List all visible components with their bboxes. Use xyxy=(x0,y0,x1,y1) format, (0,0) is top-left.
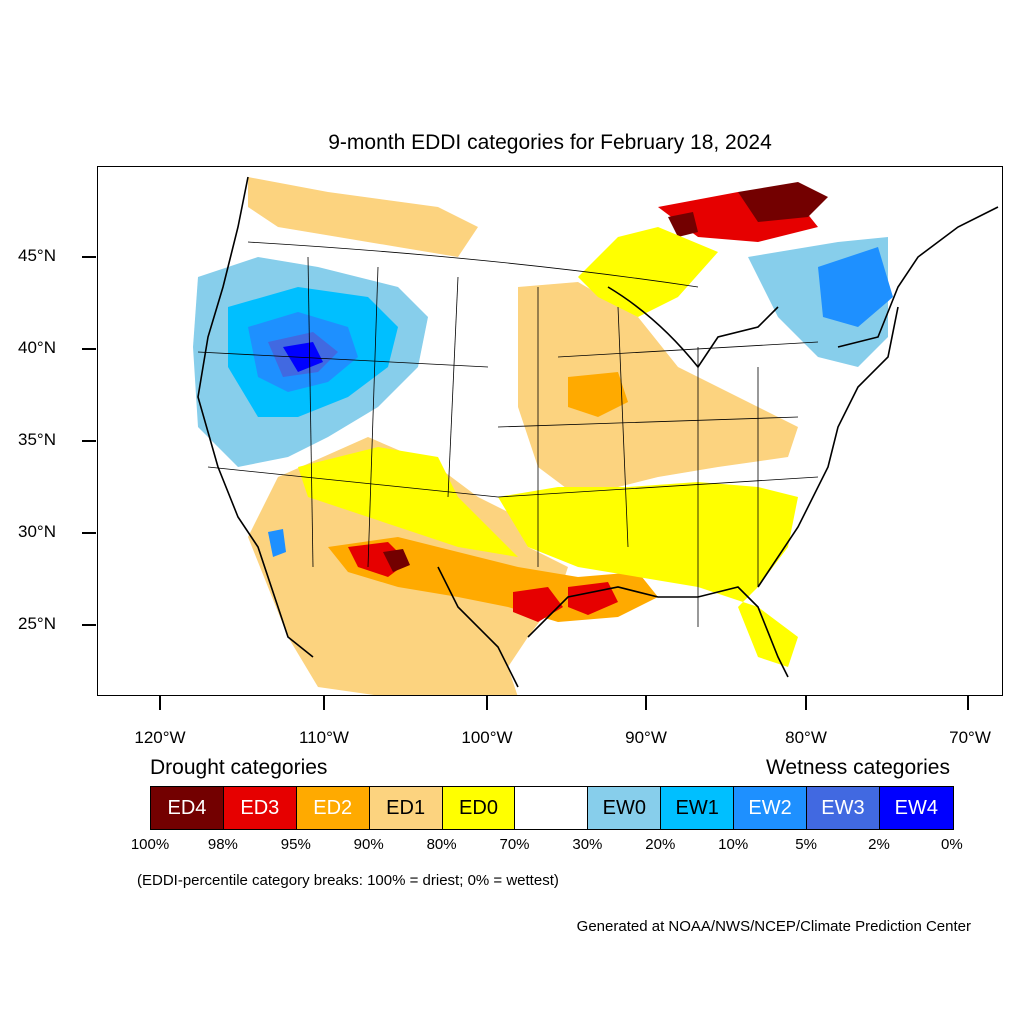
legend-category-ed2: ED2 xyxy=(296,787,370,829)
lat-tick xyxy=(82,532,96,534)
ed1-region-north xyxy=(248,177,478,257)
lon-tick xyxy=(805,696,807,710)
state-borders xyxy=(197,241,819,627)
percent-break-label: 95% xyxy=(280,836,311,853)
percent-break-label: 20% xyxy=(645,836,676,853)
percent-break-label: 30% xyxy=(572,836,603,853)
percent-break-label: 2% xyxy=(868,836,890,853)
lon-label-90: 90°W xyxy=(625,728,667,747)
percent-break-label: 0% xyxy=(941,836,963,853)
lon-tick xyxy=(323,696,325,710)
lon-label-70: 70°W xyxy=(949,728,991,747)
ed4-spot-quebec xyxy=(738,182,828,222)
ed0-region-southeast xyxy=(498,482,798,667)
legend-category-ew3: EW3 xyxy=(807,787,880,829)
percent-break-label: 100% xyxy=(130,836,170,853)
category-breaks-note: (EDDI-percentile category breaks: 100% =… xyxy=(137,872,559,889)
lon-label-100: 100°W xyxy=(461,728,513,747)
ed4-spot-ontario xyxy=(668,212,698,237)
lat-tick xyxy=(82,440,96,442)
percent-break-label: 90% xyxy=(353,836,384,853)
legend-category-ed0: ED0 xyxy=(442,787,516,829)
percent-break-label: 80% xyxy=(426,836,457,853)
ed3-spot-southtexas xyxy=(513,587,563,622)
map-frame xyxy=(97,166,1003,696)
lat-label-45: 45°N xyxy=(18,246,56,265)
lat-label-25: 25°N xyxy=(18,614,56,633)
legend-category-none xyxy=(515,787,589,829)
coastlines xyxy=(197,176,999,688)
legend-category-ew1: EW1 xyxy=(661,787,735,829)
ed2-region-iowa xyxy=(568,372,628,417)
legend-category-ew0: EW0 xyxy=(588,787,662,829)
lon-tick xyxy=(645,696,647,710)
legend-category-ew2: EW2 xyxy=(734,787,808,829)
lon-label-80: 80°W xyxy=(785,728,827,747)
lat-tick xyxy=(82,624,96,626)
wetness-categories-heading: Wetness categories xyxy=(765,756,950,779)
eddi-map xyxy=(193,176,999,695)
ed1-region-midwest xyxy=(518,282,798,497)
ed0-region-southwest xyxy=(298,447,518,557)
lon-label-120: 120°W xyxy=(134,728,186,747)
percent-break-label: 10% xyxy=(718,836,749,853)
ew4-region-west xyxy=(283,342,323,372)
lat-tick xyxy=(82,256,96,258)
lat-tick xyxy=(82,348,96,350)
legend-category-ed4: ED4 xyxy=(151,787,224,829)
ed0-region-north xyxy=(578,227,718,317)
drought-categories-heading: Drought categories xyxy=(150,756,328,779)
lat-label-35: 35°N xyxy=(18,430,56,449)
legend-category-ed3: ED3 xyxy=(223,787,297,829)
lat-label-30: 30°N xyxy=(18,522,56,541)
legend-color-bar: ED4 ED3 ED2 ED1 ED0 EW0 EW1 EW2 EW3 EW4 xyxy=(150,786,954,830)
lon-tick xyxy=(967,696,969,710)
ew2-region-northeast xyxy=(818,247,893,327)
ew2-spot-florida xyxy=(268,529,286,557)
legend-category-ew4: EW4 xyxy=(879,787,953,829)
legend-category-ed1: ED1 xyxy=(369,787,443,829)
lat-label-40: 40°N xyxy=(18,338,56,357)
drought-wetness-fill xyxy=(193,177,893,695)
map-title: 9-month EDDI categories for February 18,… xyxy=(328,131,772,154)
lon-tick xyxy=(159,696,161,710)
credit-line: Generated at NOAA/NWS/NCEP/Climate Predi… xyxy=(576,918,971,935)
lon-tick xyxy=(486,696,488,710)
lon-label-110: 110°W xyxy=(299,728,349,747)
percent-break-label: 70% xyxy=(499,836,530,853)
percent-break-label: 5% xyxy=(795,836,817,853)
percent-break-label: 98% xyxy=(207,836,238,853)
ed4-spot-newmexico xyxy=(383,549,410,572)
